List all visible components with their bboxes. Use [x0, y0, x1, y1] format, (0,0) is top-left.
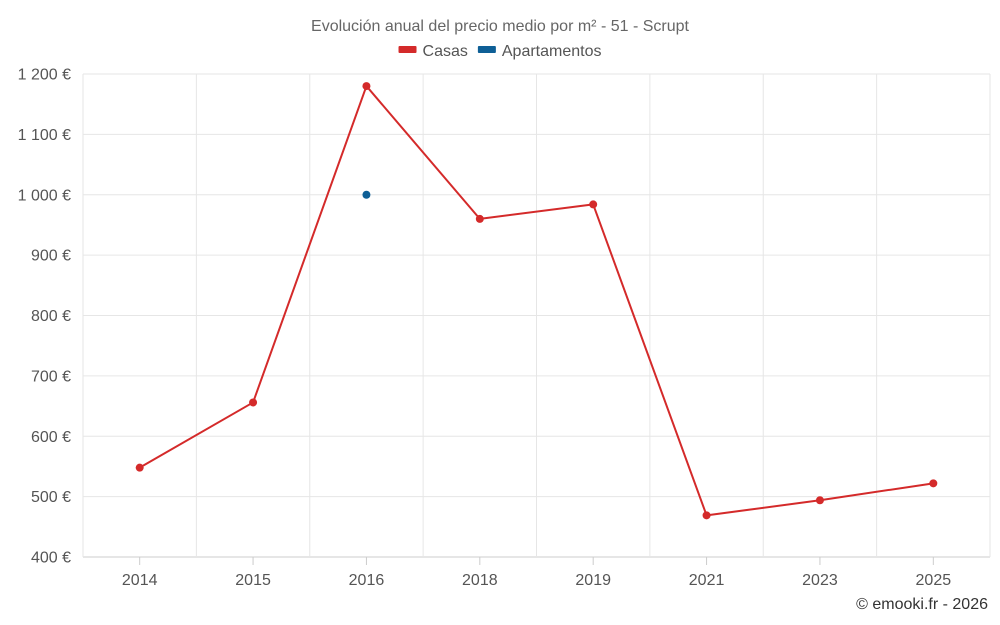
x-tick-label: 2018: [462, 572, 498, 589]
data-point[interactable]: [702, 511, 711, 520]
series-casas: [135, 82, 938, 520]
data-point[interactable]: [362, 82, 371, 91]
legend-item-apartamentos[interactable]: Apartamentos: [477, 43, 602, 60]
y-tick-label: 700 €: [31, 368, 71, 385]
y-tick-label: 800 €: [31, 308, 71, 325]
data-point[interactable]: [929, 479, 938, 488]
y-tick-label: 1 200 €: [18, 67, 71, 84]
data-point[interactable]: [475, 214, 484, 223]
legend-swatch: [477, 46, 496, 53]
y-tick-label: 600 €: [31, 429, 71, 446]
x-tick-label: 2023: [802, 572, 838, 589]
y-tick-label: 400 €: [31, 550, 71, 567]
data-point[interactable]: [362, 190, 371, 199]
series-layer: [135, 82, 938, 520]
x-tick-label: 2014: [122, 572, 158, 589]
x-tick-label: 2015: [235, 572, 271, 589]
y-tick-label: 500 €: [31, 489, 71, 506]
series-apartamentos: [362, 190, 371, 199]
credit-text: © emooki.fr - 2026: [856, 596, 988, 613]
axes: 400 € 500 € 600 € 700 € 800 € 900 € 1 000 € 1 1…: [18, 67, 952, 590]
legend-label: Apartamentos: [502, 43, 602, 60]
x-tick-label: 2021: [689, 572, 725, 589]
chart-title: Evolución anual del precio medio por m² …: [311, 18, 690, 35]
x-tick-label: 2016: [349, 572, 385, 589]
data-point[interactable]: [135, 463, 144, 472]
data-point[interactable]: [815, 496, 824, 505]
y-tick-label: 1 000 €: [18, 187, 71, 204]
x-tick-label: 2019: [575, 572, 611, 589]
legend-swatch: [398, 46, 417, 53]
legend-item-casas[interactable]: Casas: [398, 43, 468, 60]
gridlines: [82, 73, 991, 558]
data-point[interactable]: [589, 200, 598, 209]
y-tick-label: 900 €: [31, 248, 71, 265]
data-point[interactable]: [249, 398, 258, 407]
series-line: [139, 85, 934, 517]
legend: Casas Apartamentos: [398, 43, 602, 60]
legend-label: Casas: [423, 43, 468, 60]
x-tick-label: 2025: [916, 572, 952, 589]
y-tick-label: 1 100 €: [18, 127, 71, 144]
